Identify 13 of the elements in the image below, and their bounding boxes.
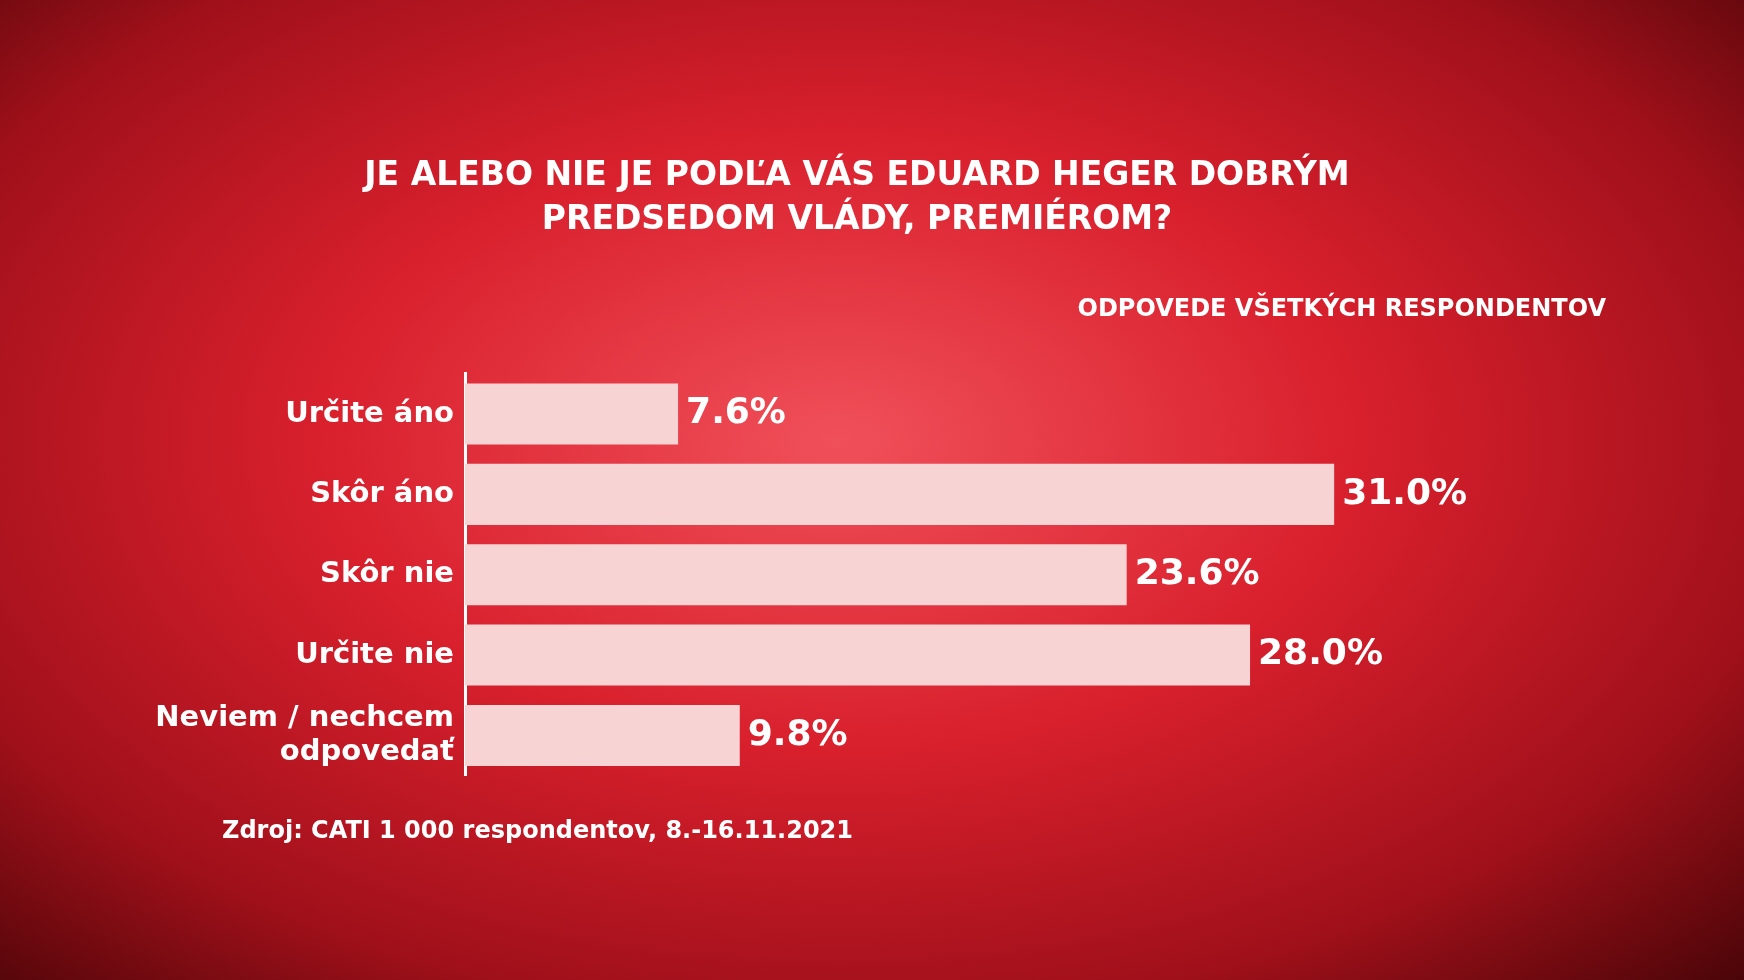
chart-title: JE ALEBO NIE JE PODĽA VÁS EDUARD HEGER DOBRÝM PREDSEDOM VLÁDY, PREMIÉROM?	[361, 152, 1351, 239]
y-tick-label: Skôr áno	[310, 474, 454, 509]
y-tick-label: Skôr nie	[320, 555, 454, 590]
y-tick-label: Určite nie	[295, 635, 454, 670]
chart-subtitle: ODPOVEDE VŠETKÝCH RESPONDENTOV	[1077, 294, 1606, 322]
data-label: 28.0%	[1258, 631, 1383, 673]
data-label: 9.8%	[747, 711, 848, 753]
data-label: 7.6%	[686, 390, 786, 432]
data-label: 23.6%	[1134, 551, 1260, 593]
text: Zdroj: CATI 1 000 respondentov, 8.-16.11.2021	[222, 816, 853, 844]
y-tick-label: Určite áno	[285, 394, 454, 429]
data-label: 31.0%	[1342, 470, 1468, 512]
y-tick-label: Neviem / nechcem odpovedať	[155, 698, 456, 768]
